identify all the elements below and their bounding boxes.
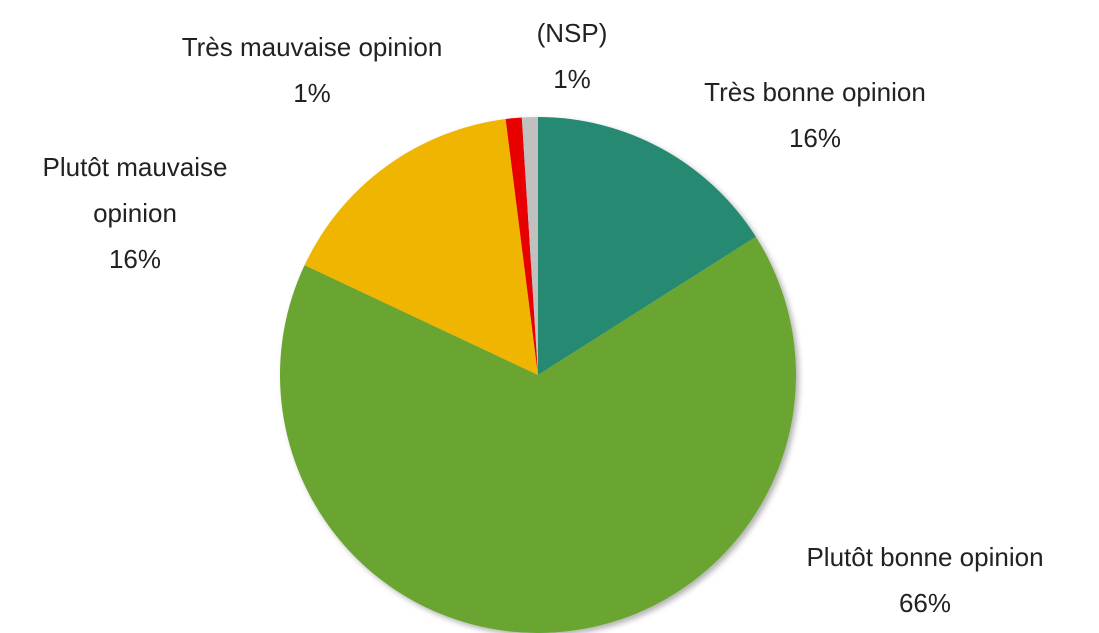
category-label: Très bonne opinion — [704, 77, 926, 107]
pie-slice — [538, 117, 756, 375]
slice-label: Plutôt bonne opinion 66% — [806, 534, 1043, 626]
value-label: 66% — [898, 588, 952, 618]
pie — [280, 117, 797, 633]
slice-label: (NSP) 1% — [537, 10, 608, 102]
value-label: 1% — [293, 78, 331, 108]
slice-label: Plutôt mauvaise opinion 16% — [15, 144, 255, 282]
category-label: Très mauvaise opinion — [181, 32, 443, 62]
category-label: Plutôt mauvaise opinion — [42, 152, 228, 228]
pie-slice — [304, 119, 538, 375]
value-label: 1% — [553, 64, 591, 94]
value-label: 16% — [108, 244, 162, 274]
value-label: 16% — [788, 123, 842, 153]
pie-slice — [280, 236, 797, 633]
category-label: Plutôt bonne opinion — [806, 542, 1044, 572]
pie-slice — [521, 117, 538, 375]
pie-slice — [505, 117, 538, 376]
slice-label: Très bonne opinion 16% — [704, 69, 926, 161]
category-label: (NSP) — [536, 18, 608, 48]
slice-label: Très mauvaise opinion 1% — [182, 24, 443, 116]
